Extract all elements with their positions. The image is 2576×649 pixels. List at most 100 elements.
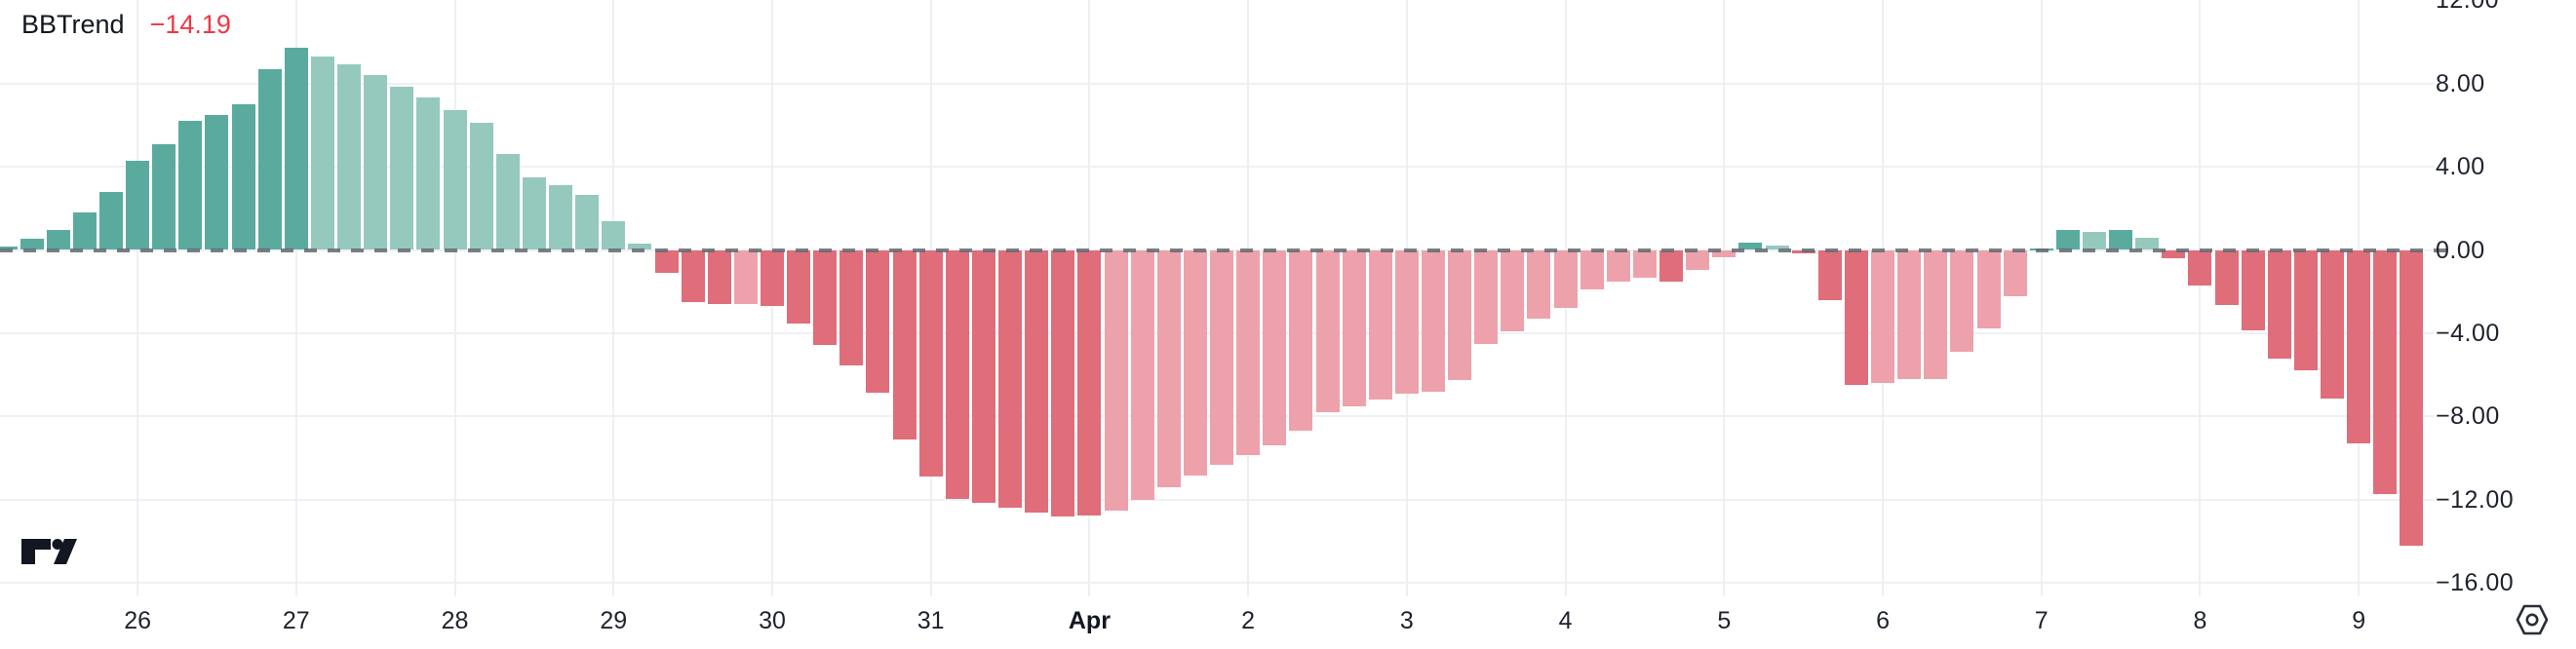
- time-axis-label: 4: [1558, 607, 1573, 634]
- histogram-bar: [2293, 249, 2318, 371]
- histogram-bar: [575, 194, 600, 250]
- histogram-bar: [2162, 249, 2186, 259]
- histogram-bar: [152, 143, 176, 250]
- price-axis-label: 4.00: [2436, 153, 2485, 181]
- v-gridline: [137, 0, 139, 596]
- histogram-bar: [1394, 249, 1419, 394]
- histogram-bar: [1606, 249, 1630, 282]
- histogram-bar: [1210, 249, 1234, 465]
- tradingview-logo[interactable]: [21, 536, 80, 575]
- histogram-bar: [0, 247, 18, 250]
- histogram-bar: [2003, 249, 2027, 296]
- time-axis-label: 26: [124, 607, 151, 634]
- time-axis-label: 30: [759, 607, 786, 634]
- h-gridline: [0, 498, 2435, 501]
- histogram-bar: [707, 249, 731, 305]
- histogram-bar: [2214, 249, 2239, 306]
- histogram-bar: [2373, 249, 2398, 494]
- price-axis-label: −8.00: [2436, 402, 2500, 431]
- histogram-bar: [1871, 249, 1895, 384]
- histogram-bar: [2109, 230, 2133, 250]
- histogram-bar: [1104, 249, 1128, 511]
- histogram-bar: [469, 123, 493, 250]
- histogram-bar: [1421, 249, 1445, 392]
- histogram-bar: [2188, 249, 2212, 286]
- time-axis-label: 31: [917, 607, 945, 634]
- v-gridline: [1723, 0, 1726, 596]
- histogram-bar: [866, 249, 890, 393]
- zero-dashed-line: [0, 248, 2457, 252]
- histogram-bar: [205, 114, 229, 250]
- histogram-bar: [1501, 249, 1525, 331]
- v-gridline: [2040, 0, 2043, 596]
- price-axis-label: −4.00: [2436, 319, 2500, 347]
- v-gridline: [2199, 0, 2202, 596]
- time-axis-label: 8: [2193, 607, 2207, 634]
- histogram-bar: [2082, 232, 2106, 250]
- histogram-bar: [998, 249, 1023, 509]
- v-gridline: [612, 0, 615, 596]
- histogram-bar: [1659, 249, 1684, 282]
- time-axis-label: 5: [1717, 607, 1732, 634]
- histogram-bar: [2321, 249, 2345, 400]
- v-gridline: [453, 0, 456, 596]
- histogram-bar: [1448, 249, 1472, 381]
- h-gridline: [0, 582, 2435, 585]
- histogram-bar: [1897, 249, 1922, 379]
- histogram-bar: [1474, 249, 1499, 344]
- price-axis-label: 8.00: [2436, 69, 2485, 97]
- histogram-bar: [1315, 249, 1340, 413]
- histogram-bar: [2400, 249, 2424, 546]
- time-axis-label: 3: [1399, 607, 1414, 634]
- histogram-bar: [231, 103, 255, 250]
- histogram-bar: [72, 212, 97, 250]
- histogram-bar: [390, 86, 414, 250]
- histogram-bar: [1553, 249, 1578, 309]
- axis-settings-icon[interactable]: [2512, 602, 2553, 637]
- histogram-bar: [1342, 249, 1366, 406]
- price-axis-label: −12.00: [2436, 485, 2515, 514]
- histogram-bar: [2267, 249, 2291, 359]
- histogram-bar: [1632, 249, 1657, 279]
- time-axis-label: 7: [2034, 607, 2049, 634]
- histogram-bar: [522, 176, 546, 250]
- histogram-bar: [1817, 249, 1842, 300]
- price-axis-label: 12.00: [2436, 0, 2500, 15]
- h-gridline: [0, 82, 2435, 85]
- time-axis-label: 2: [1241, 607, 1256, 634]
- time-axis-label: 6: [1876, 607, 1890, 634]
- time-axis-label: 9: [2352, 607, 2366, 634]
- histogram-bar: [1368, 249, 1392, 401]
- histogram-bar: [416, 97, 441, 250]
- histogram-bar: [1580, 249, 1604, 290]
- histogram-bar: [681, 249, 705, 302]
- indicator-value: −14.19: [149, 10, 231, 39]
- indicator-title[interactable]: BBTrend: [21, 10, 125, 39]
- histogram-bar: [1156, 249, 1181, 488]
- histogram-bar: [364, 74, 388, 250]
- histogram-bar: [443, 110, 467, 250]
- histogram-bar: [1130, 249, 1154, 500]
- histogram-bar: [1263, 249, 1287, 446]
- histogram-bar: [1686, 249, 1710, 270]
- histogram-bar: [337, 64, 362, 250]
- histogram-bar: [549, 185, 573, 250]
- histogram-bar: [1289, 249, 1313, 432]
- indicator-legend: BBTrend −14.19: [21, 10, 231, 40]
- histogram-bar: [1051, 249, 1075, 517]
- histogram-bar: [1765, 246, 1789, 250]
- histogram-bar: [2135, 237, 2160, 250]
- histogram-bar: [1527, 249, 1551, 320]
- histogram-bar: [1844, 249, 1868, 386]
- histogram-bar: [1025, 249, 1049, 513]
- time-axis-label: 28: [441, 607, 469, 634]
- histogram-bar: [1077, 249, 1102, 515]
- time-axis-label: Apr: [1068, 607, 1111, 634]
- histogram-bar: [284, 48, 308, 250]
- histogram-bar: [733, 249, 758, 305]
- histogram-bar: [654, 249, 679, 273]
- histogram-bar: [98, 191, 123, 250]
- histogram-bar: [839, 249, 864, 366]
- histogram-bar: [945, 249, 969, 499]
